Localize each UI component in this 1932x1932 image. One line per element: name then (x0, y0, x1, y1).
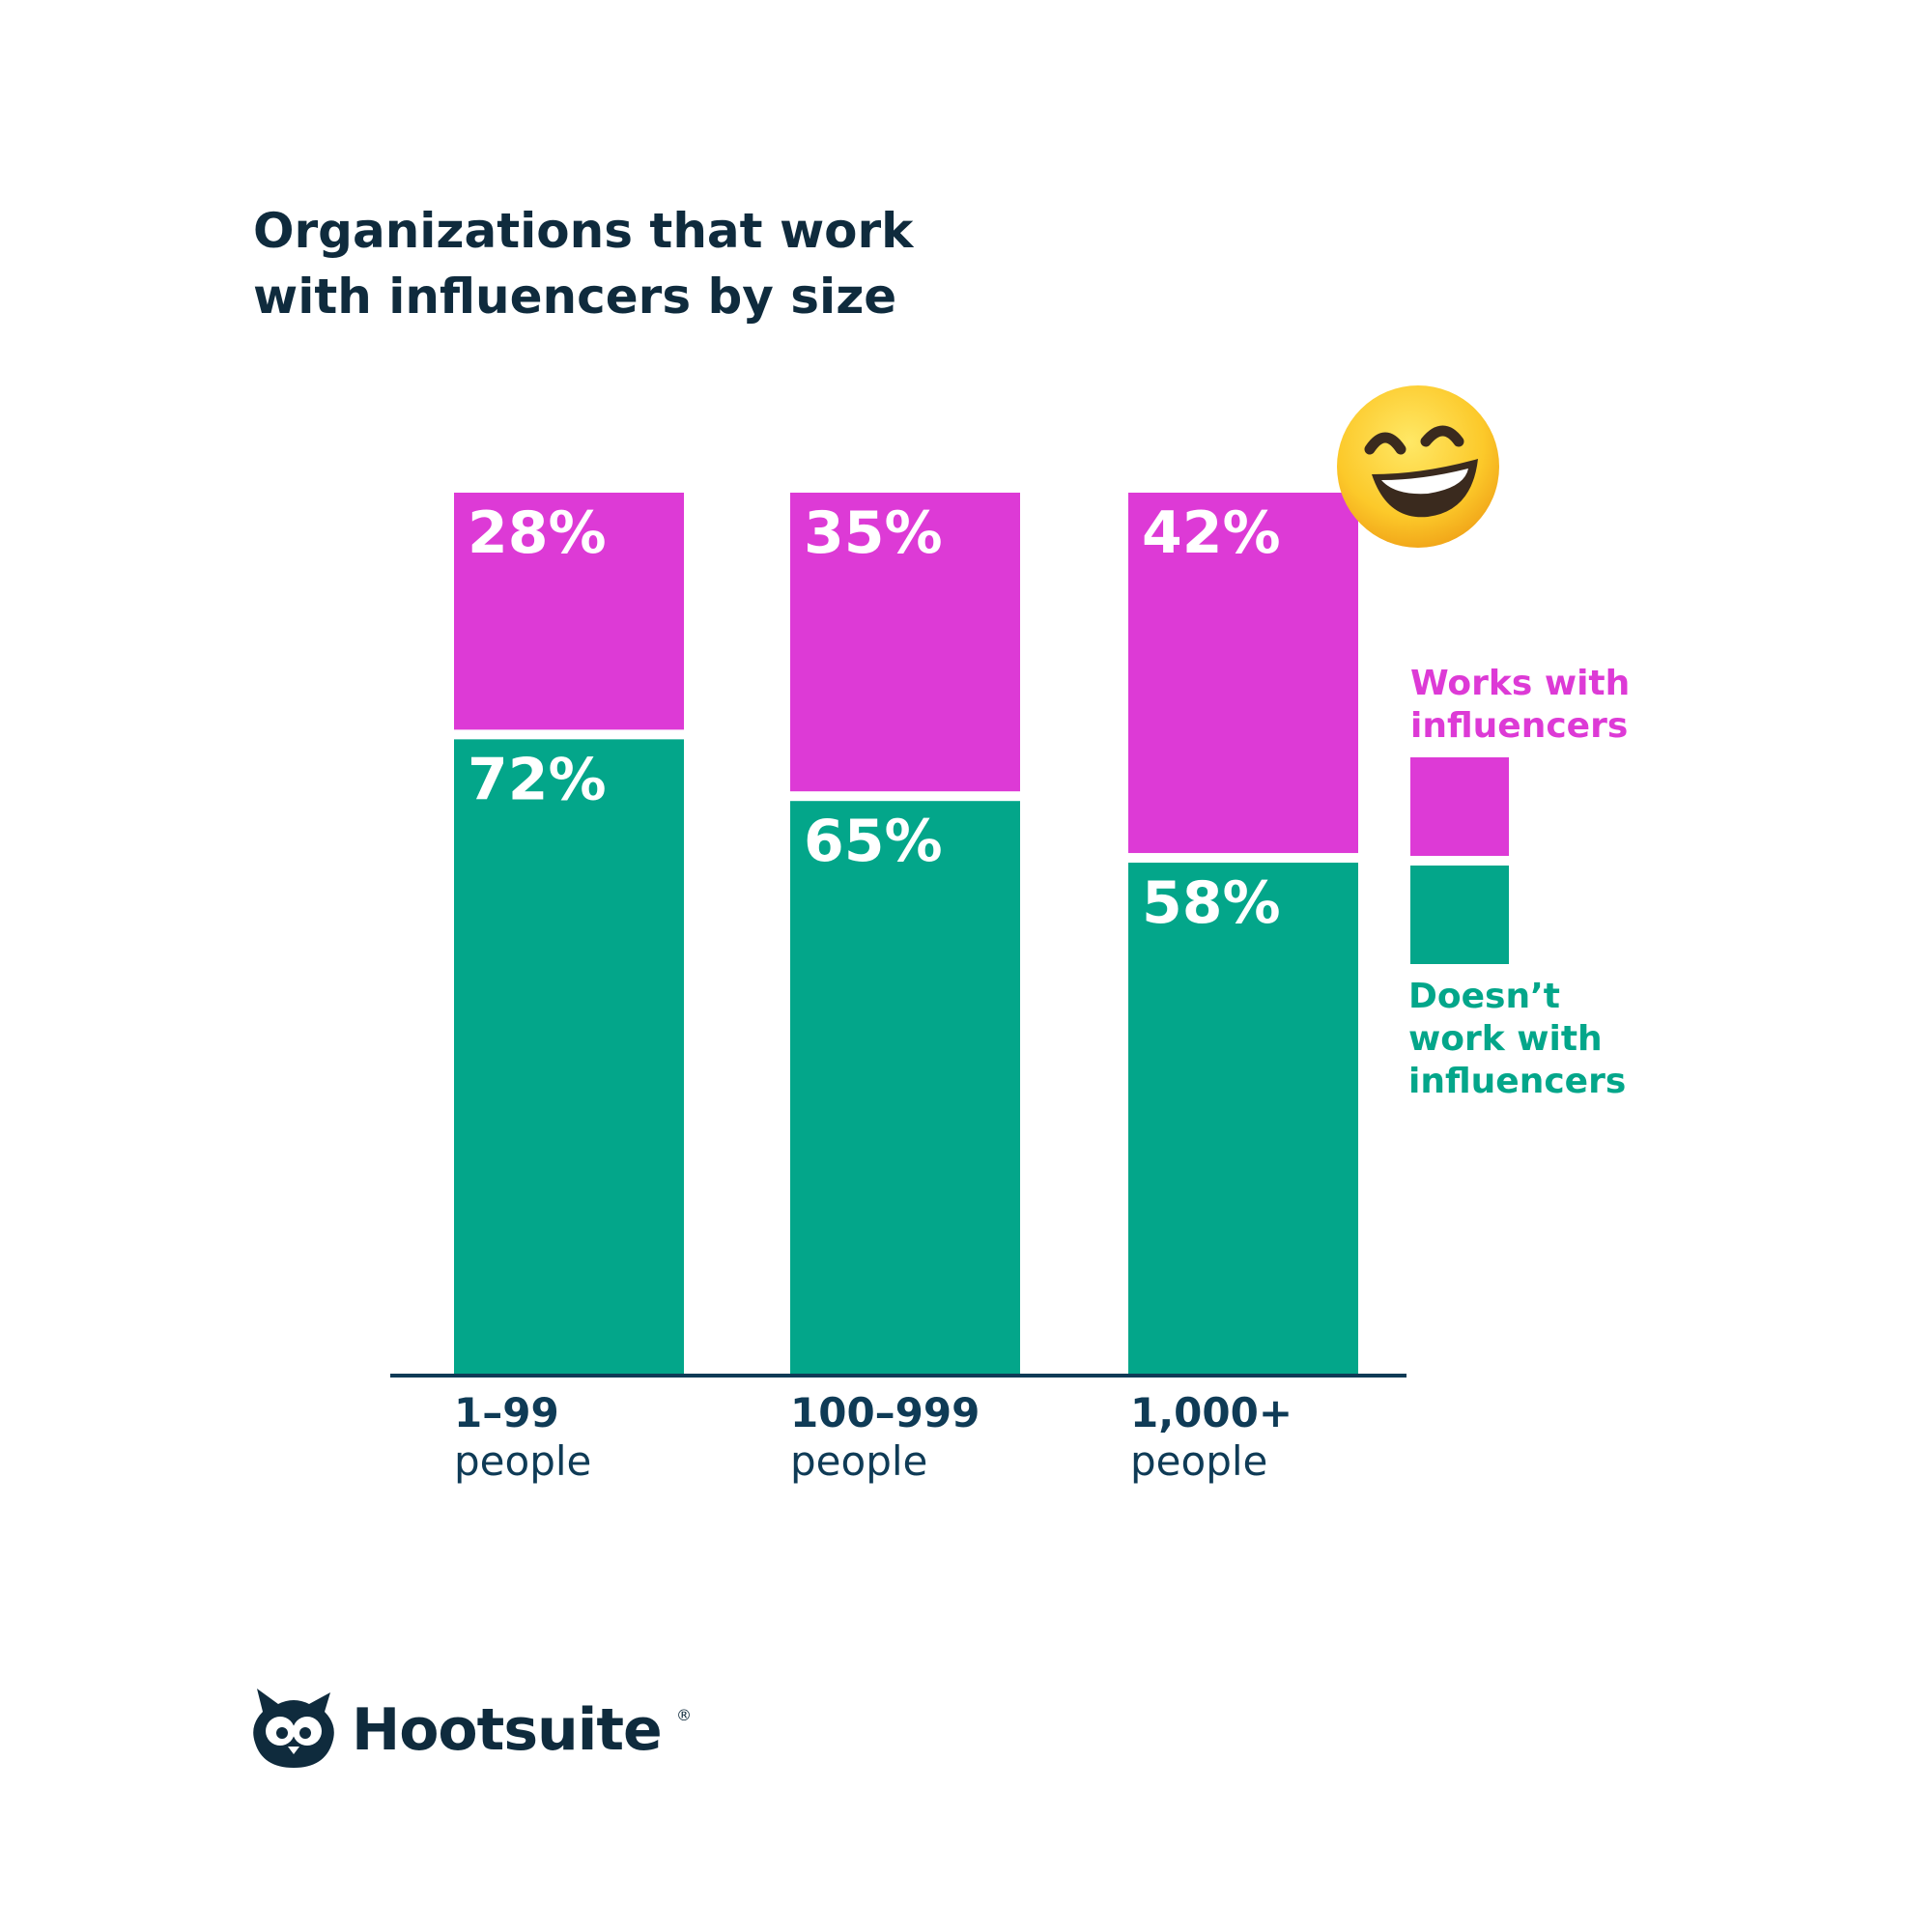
grinning-face-emoji-icon (1333, 382, 1503, 555)
bar-works-1 (454, 493, 684, 730)
legend-swatch-doesnt (1410, 866, 1509, 964)
category-label-2: 100–999 people (790, 1389, 980, 1486)
owl-logo-icon (249, 1683, 338, 1776)
bar-doesnt-2 (790, 801, 1020, 1374)
legend-doesnt-line-1: Doesn’t (1408, 977, 1560, 1016)
registered-mark: ® (676, 1706, 692, 1724)
chart-title-line-2: with influencers by size (253, 269, 897, 325)
data-label-works-1: 28% (468, 499, 607, 567)
bar-doesnt-1 (454, 739, 684, 1374)
category-label-3: 1,000+ people (1130, 1389, 1293, 1486)
category-label-1: 1–99 people (454, 1389, 591, 1486)
legend-doesnt-line-3: influencers (1408, 1062, 1627, 1101)
legend-doesnt-line-2: work with (1408, 1019, 1603, 1059)
category-label-3-main: 1,000+ (1130, 1389, 1293, 1436)
bar-doesnt-3 (1128, 863, 1358, 1374)
data-label-works-3: 42% (1142, 499, 1281, 567)
brand-logo: Hootsuite ® (249, 1683, 713, 1776)
bar-works-3 (1128, 493, 1358, 854)
bar-works-2 (790, 493, 1020, 792)
legend-label-works: Works with influencers (1410, 663, 1630, 748)
chart-title-line-1: Organizations that work (253, 203, 914, 259)
legend-works-line-1: Works with (1410, 664, 1631, 703)
category-label-1-main: 1–99 (454, 1389, 559, 1436)
data-label-doesnt-1: 72% (468, 746, 607, 813)
legend-swatch-works (1410, 757, 1509, 856)
data-label-doesnt-2: 65% (804, 808, 943, 875)
chart-title: Organizations that work with influencers… (253, 198, 1122, 329)
data-label-doesnt-3: 58% (1142, 869, 1281, 937)
category-label-1-sub: people (454, 1437, 592, 1485)
data-label-works-2: 35% (804, 499, 943, 567)
brand-name: Hootsuite (352, 1696, 663, 1764)
category-label-3-sub: people (1130, 1437, 1268, 1485)
category-label-2-sub: people (790, 1437, 928, 1485)
legend-works-line-2: influencers (1410, 706, 1629, 746)
legend-label-doesnt: Doesn’t work with influencers (1408, 976, 1626, 1103)
category-label-2-main: 100–999 (790, 1389, 980, 1436)
